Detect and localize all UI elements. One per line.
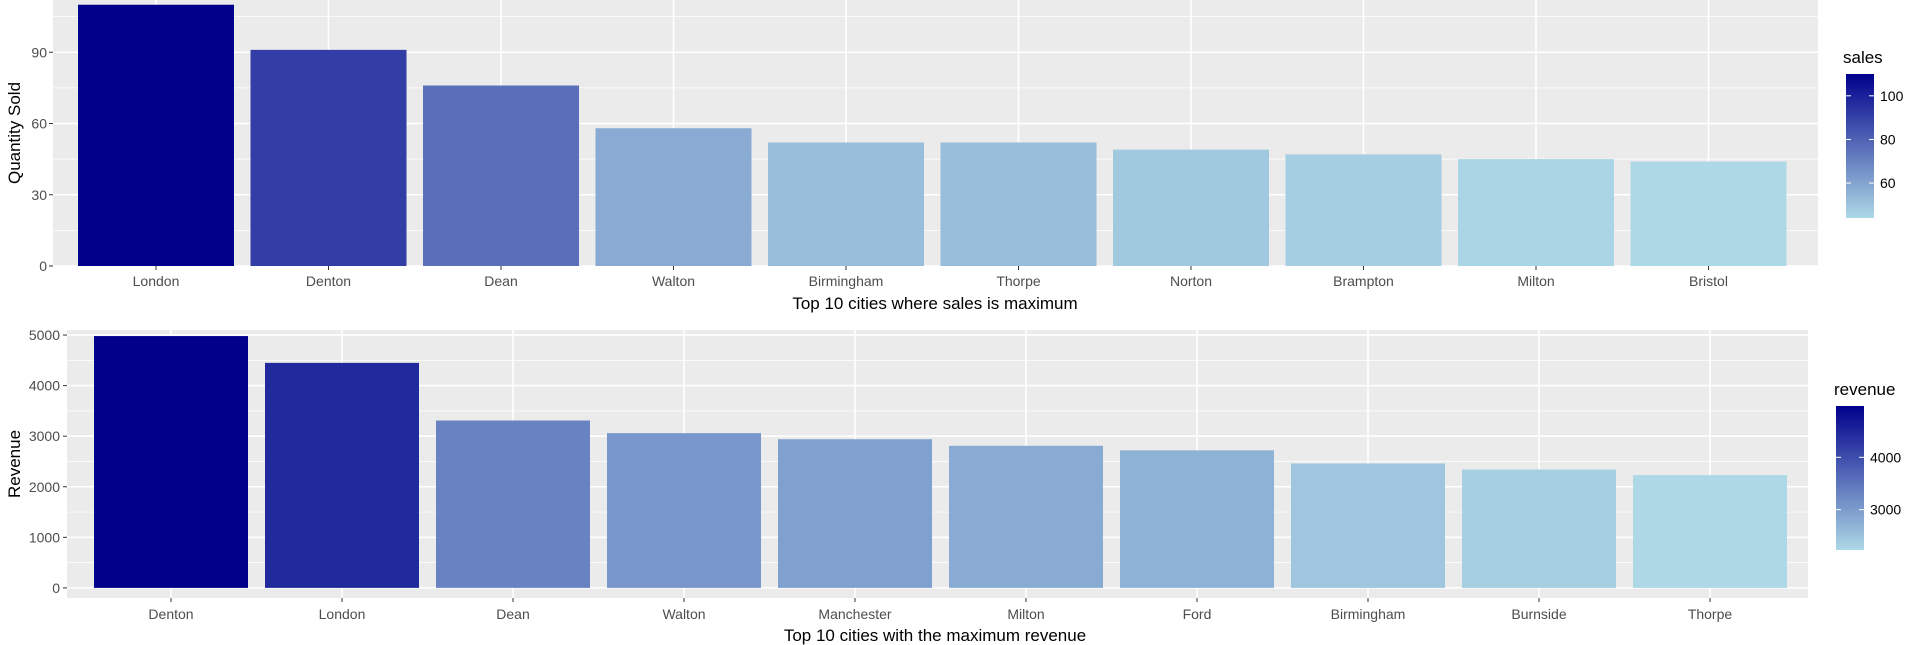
sales-bars bbox=[78, 4, 1787, 266]
sales-x-tick-label: Dean bbox=[484, 273, 517, 289]
revenue-legend: revenue 3000 4000 bbox=[1834, 380, 1901, 550]
revenue-y-tick-label: 3000 bbox=[29, 428, 60, 444]
revenue-y-tick-label: 2000 bbox=[29, 479, 60, 495]
revenue-bar-denton bbox=[94, 336, 248, 588]
sales-y-tick-label: 30 bbox=[31, 187, 47, 203]
sales-legend-title: sales bbox=[1843, 48, 1883, 67]
revenue-x-tick-label: Thorpe bbox=[1688, 606, 1733, 622]
sales-legend-ticks: 60 80 100 bbox=[1846, 88, 1904, 191]
revenue-x-tick-label: Ford bbox=[1183, 606, 1212, 622]
sales-x-tick-label: Norton bbox=[1170, 273, 1212, 289]
sales-bar-brampton bbox=[1285, 154, 1442, 266]
sales-x-tick-label: Brampton bbox=[1333, 273, 1394, 289]
sales-y-tick-label: 0 bbox=[39, 258, 47, 274]
revenue-bar-dean bbox=[436, 420, 590, 588]
revenue-y-tick-label: 0 bbox=[52, 580, 60, 596]
sales-bar-denton bbox=[250, 49, 407, 266]
sales-bar-norton bbox=[1113, 149, 1269, 266]
revenue-legend-tick-label: 3000 bbox=[1870, 502, 1901, 518]
sales-bar-milton bbox=[1458, 159, 1614, 266]
sales-legend-tick-label: 100 bbox=[1880, 88, 1904, 104]
revenue-bar-thorpe bbox=[1633, 475, 1787, 588]
revenue-x-tick-label: Walton bbox=[662, 606, 705, 622]
sales-x-tick-label: Denton bbox=[306, 273, 351, 289]
sales-y-axis-title: Quantity Sold bbox=[5, 82, 24, 184]
sales-bar-bristol bbox=[1630, 161, 1787, 266]
sales-x-tick-label: Thorpe bbox=[996, 273, 1041, 289]
revenue-bar-london bbox=[265, 362, 419, 588]
revenue-x-tick-label: London bbox=[319, 606, 366, 622]
sales-bar-london bbox=[78, 4, 234, 266]
revenue-x-tick-label: Dean bbox=[496, 606, 529, 622]
revenue-bar-birmingham bbox=[1291, 463, 1445, 588]
revenue-y-ticks: 0 1000 2000 3000 4000 5000 bbox=[29, 327, 67, 596]
sales-bar-thorpe bbox=[940, 142, 1097, 266]
revenue-x-axis-title: Top 10 cities with the maximum revenue bbox=[784, 626, 1086, 645]
revenue-y-tick-label: 1000 bbox=[29, 529, 60, 545]
revenue-y-tick-label: 5000 bbox=[29, 327, 60, 343]
revenue-legend-tick-label: 4000 bbox=[1870, 449, 1901, 465]
revenue-x-tick-label: Milton bbox=[1007, 606, 1044, 622]
revenue-y-tick-label: 4000 bbox=[29, 378, 60, 394]
sales-y-ticks: 0 30 60 90 bbox=[31, 44, 53, 274]
sales-x-ticks: London Denton Dean Walton Birmingham Thorpe No… bbox=[133, 266, 1728, 289]
sales-x-axis-title: Top 10 cities where sales is maximum bbox=[792, 294, 1077, 313]
revenue-x-tick-label: Birmingham bbox=[1331, 606, 1406, 622]
sales-x-tick-label: Bristol bbox=[1689, 273, 1728, 289]
sales-chart: 0 30 60 90 London Denton Dean Walton Birmingham… bbox=[5, 0, 1904, 313]
revenue-bar-milton bbox=[949, 445, 1103, 588]
revenue-x-tick-label: Burnside bbox=[1511, 606, 1566, 622]
revenue-bar-burnside bbox=[1462, 469, 1616, 588]
revenue-x-tick-label: Manchester bbox=[818, 606, 891, 622]
sales-legend-tick-label: 60 bbox=[1880, 175, 1896, 191]
revenue-bar-ford bbox=[1120, 450, 1274, 588]
revenue-y-axis-title: Revenue bbox=[5, 430, 24, 498]
revenue-bar-manchester bbox=[778, 439, 932, 588]
revenue-chart: 0 1000 2000 3000 4000 5000 Denton London Dean Wa… bbox=[5, 327, 1901, 645]
sales-legend-tick-label: 80 bbox=[1880, 131, 1896, 147]
sales-legend-colorbar bbox=[1846, 74, 1874, 218]
revenue-bars bbox=[94, 336, 1787, 588]
revenue-bar-walton bbox=[607, 433, 761, 588]
sales-x-tick-label: London bbox=[133, 273, 180, 289]
revenue-x-tick-label: Denton bbox=[148, 606, 193, 622]
sales-bar-dean bbox=[423, 85, 579, 266]
revenue-legend-ticks: 3000 4000 bbox=[1836, 449, 1901, 518]
sales-y-tick-label: 90 bbox=[31, 44, 47, 60]
sales-bar-walton bbox=[595, 128, 752, 266]
sales-y-tick-label: 60 bbox=[31, 116, 47, 132]
sales-legend: sales 60 80 100 bbox=[1843, 48, 1904, 218]
sales-x-tick-label: Birmingham bbox=[809, 273, 884, 289]
revenue-legend-title: revenue bbox=[1834, 380, 1895, 399]
revenue-x-ticks: Denton London Dean Walton Manchester Milton Fo… bbox=[148, 598, 1732, 622]
sales-x-tick-label: Walton bbox=[652, 273, 695, 289]
sales-x-tick-label: Milton bbox=[1517, 273, 1554, 289]
revenue-legend-colorbar bbox=[1836, 406, 1864, 550]
sales-bar-birmingham bbox=[768, 142, 924, 266]
